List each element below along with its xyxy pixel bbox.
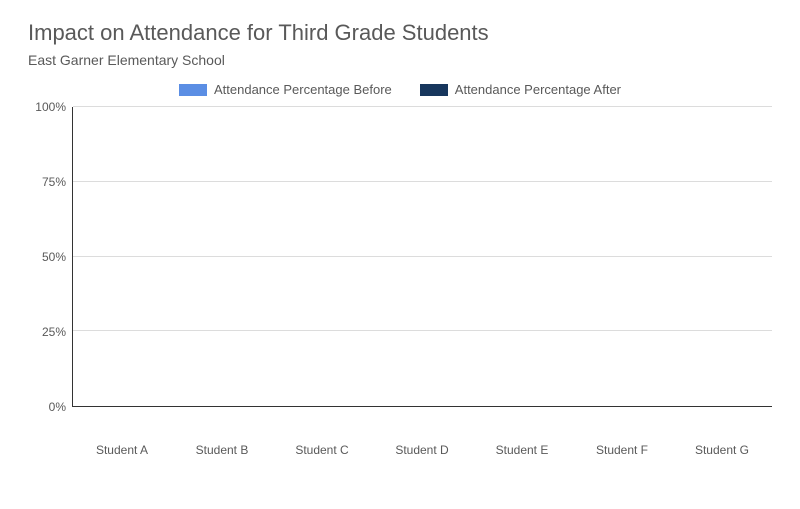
bar-value-label: 60% bbox=[94, 409, 118, 423]
chart-container: Impact on Attendance for Third Grade Stu… bbox=[28, 20, 772, 457]
x-tick-label: Student E bbox=[472, 437, 572, 457]
x-tick-label: Student G bbox=[672, 437, 772, 457]
bar-value-label: 77% bbox=[627, 409, 651, 423]
x-tick-label: Student C bbox=[272, 437, 372, 457]
legend-item-before: Attendance Percentage Before bbox=[179, 82, 392, 97]
y-tick-label: 25% bbox=[42, 325, 66, 339]
bar-groups: 60%85%70%93%40%95%40%96%80%91%100%77%90%… bbox=[73, 107, 772, 406]
legend: Attendance Percentage Before Attendance … bbox=[28, 82, 772, 97]
plot: 60%85%70%93%40%95%40%96%80%91%100%77%90%… bbox=[72, 107, 772, 407]
legend-swatch-after bbox=[420, 84, 448, 96]
bar-value-label: 90% bbox=[693, 409, 717, 423]
x-tick-label: Student A bbox=[72, 437, 172, 457]
bar-value-label: 93% bbox=[228, 409, 252, 423]
y-tick-label: 50% bbox=[42, 250, 66, 264]
bar-value-label: 85% bbox=[128, 409, 152, 423]
legend-item-after: Attendance Percentage After bbox=[420, 82, 621, 97]
y-tick-label: 100% bbox=[35, 100, 66, 114]
grid-line bbox=[73, 181, 772, 182]
bar-value-label: 86% bbox=[727, 409, 751, 423]
y-tick-label: 75% bbox=[42, 175, 66, 189]
chart-subtitle: East Garner Elementary School bbox=[28, 52, 772, 68]
bar-value-label: 70% bbox=[194, 409, 218, 423]
y-tick-label: 0% bbox=[49, 400, 66, 414]
legend-label-before: Attendance Percentage Before bbox=[214, 82, 392, 97]
y-axis: 0%25%50%75%100% bbox=[28, 107, 72, 407]
bar-value-label: 95% bbox=[328, 409, 352, 423]
bar-value-label: 40% bbox=[294, 409, 318, 423]
bar-value-label: 80% bbox=[493, 409, 517, 423]
x-tick-label: Student F bbox=[572, 437, 672, 457]
bar-value-label: 100% bbox=[590, 409, 621, 423]
legend-label-after: Attendance Percentage After bbox=[455, 82, 621, 97]
chart-plot-area: 0%25%50%75%100% 60%85%70%93%40%95%40%96%… bbox=[28, 107, 772, 437]
x-axis-labels: Student AStudent BStudent CStudent DStud… bbox=[72, 437, 772, 457]
legend-swatch-before bbox=[179, 84, 207, 96]
bar-value-label: 40% bbox=[393, 409, 417, 423]
grid-line bbox=[73, 330, 772, 331]
bar-value-label: 96% bbox=[427, 409, 451, 423]
x-tick-label: Student B bbox=[172, 437, 272, 457]
grid-line bbox=[73, 256, 772, 257]
chart-title: Impact on Attendance for Third Grade Stu… bbox=[28, 20, 772, 46]
x-tick-label: Student D bbox=[372, 437, 472, 457]
grid-line bbox=[73, 106, 772, 107]
bar-value-label: 91% bbox=[527, 409, 551, 423]
